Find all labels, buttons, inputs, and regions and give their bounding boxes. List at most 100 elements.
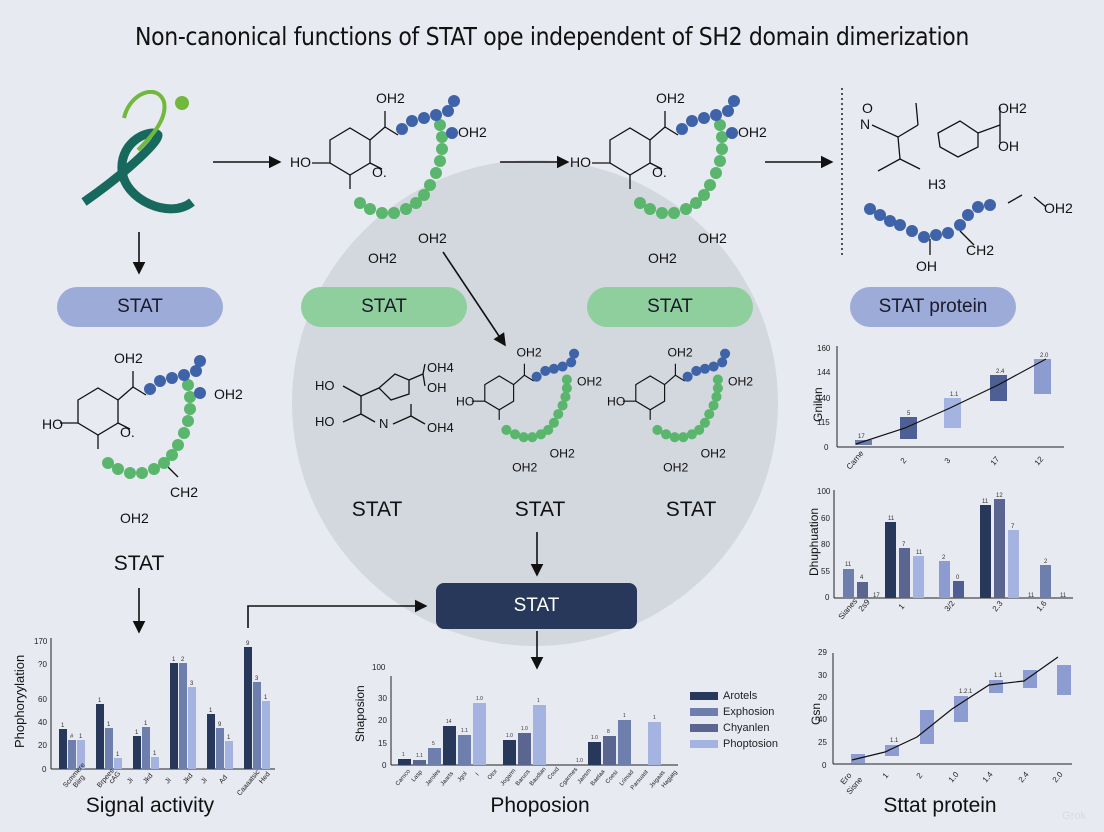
svg-text:30: 30	[378, 694, 387, 703]
svg-text:8: 8	[607, 729, 610, 735]
label-oh2-right: OH2	[458, 124, 487, 140]
label-h3: H3	[928, 176, 946, 192]
svg-text:9: 9	[218, 722, 222, 728]
molecule-circle-2: OH2 OH2 HO OH2 OH2	[607, 346, 753, 475]
label-oh2-bottom: OH2	[120, 510, 149, 526]
y-axis-label: Gsn	[809, 703, 823, 725]
label-oh2-bottom: OH2	[663, 461, 688, 475]
label-n: N	[379, 416, 388, 431]
svg-text:1: 1	[61, 723, 65, 729]
svg-text:9: 9	[246, 641, 250, 647]
svg-text:0: 0	[825, 593, 830, 602]
svg-text:1: 1	[537, 698, 540, 704]
svg-text:11: 11	[1060, 593, 1067, 599]
label-ho: HO	[570, 154, 591, 170]
label-oh2-top: OH2	[998, 100, 1027, 116]
ribbon-icon	[81, 90, 195, 214]
svg-text:Coesi: Coesi	[605, 770, 619, 786]
svg-text:170: 170	[34, 637, 48, 646]
svg-text:Carnco: Carnco	[395, 768, 412, 787]
svg-text:1.1: 1.1	[416, 753, 423, 759]
svg-text:11: 11	[916, 550, 923, 556]
circle-stat-label-2: STAT	[514, 498, 566, 521]
svg-text:14: 14	[446, 719, 452, 725]
svg-text:30: 30	[818, 671, 827, 680]
svg-text:Jkd: Jkd	[182, 772, 194, 785]
svg-text:2s9: 2s9	[857, 597, 873, 613]
page-title: Non-canonical functions of STAT ope inde…	[135, 22, 969, 51]
svg-text:0: 0	[42, 765, 47, 774]
svg-text:Ad: Ad	[218, 774, 229, 785]
svg-text:Lasp: Lasp	[411, 769, 424, 783]
svg-text:12: 12	[1033, 454, 1046, 467]
svg-text:1: 1	[98, 698, 102, 704]
label-oh2-chain: OH2	[1044, 200, 1073, 216]
legend-item-arotels: Arotels	[690, 688, 778, 704]
svg-text:Jaroles: Jaroles	[425, 769, 442, 788]
svg-text:1: 1	[116, 752, 120, 758]
svg-text:40: 40	[818, 715, 827, 724]
svg-text:1.0: 1.0	[506, 733, 513, 739]
svg-text:I: I	[475, 772, 481, 777]
watermark: Grok	[1062, 810, 1086, 822]
svg-text:0: 0	[824, 443, 829, 452]
label-ho: HO	[42, 416, 63, 432]
svg-text:160: 160	[817, 344, 831, 353]
chart-gnilnn: 160 144 140 115 0 Gnilnn 17 5 1.1 2.4 2.0 Carne 2…	[811, 344, 1064, 471]
label-ho-2: HO	[315, 414, 335, 429]
svg-text:144: 144	[817, 368, 831, 377]
legend-item-chyanlen: Chyanlen	[690, 720, 778, 736]
svg-text:17: 17	[858, 434, 865, 440]
molecule-left: OH2 OH2 HO O. OH2 CH2	[42, 350, 243, 526]
svg-text:1.0: 1.0	[521, 726, 528, 732]
svg-text:2: 2	[181, 657, 185, 663]
svg-text:1.1: 1.1	[461, 728, 468, 734]
label-o: O.	[652, 164, 667, 180]
label-ho: HO	[607, 394, 625, 408]
svg-text:1.6: 1.6	[1035, 599, 1049, 614]
svg-text:#: #	[70, 734, 74, 740]
svg-text:1.1: 1.1	[950, 392, 959, 398]
stat-pill-1: STAT	[57, 287, 223, 327]
circle-stat-label-1: STAT	[351, 498, 403, 521]
left-stat-label: STAT	[113, 552, 165, 575]
svg-text:Jkd: Jkd	[142, 772, 154, 785]
chart-phoposion: 100 30 20 15 0 Shaposion 1 1.1 5 14 1.1 1.0 1.0 1.…	[353, 663, 679, 790]
svg-text:4: 4	[860, 575, 864, 581]
stat-pill-3: STAT	[587, 287, 753, 327]
svg-text:2.4: 2.4	[996, 369, 1005, 375]
y-axis-label: Gnilnn	[811, 387, 825, 422]
svg-text:25: 25	[818, 738, 827, 747]
svg-text:Jgol: Jgol	[457, 771, 469, 783]
central-stat-box: STAT	[436, 583, 637, 629]
svg-text:Ji: Ji	[164, 777, 173, 786]
svg-text:140: 140	[817, 394, 831, 403]
svg-text:0: 0	[956, 575, 960, 581]
label-o: O.	[120, 424, 135, 440]
svg-text:29: 29	[818, 648, 827, 657]
svg-text:40: 40	[38, 718, 47, 727]
svg-text:Baelaa: Baelaa	[590, 769, 607, 788]
svg-text:60: 60	[821, 514, 830, 523]
label-oh2-top: OH2	[376, 90, 405, 106]
label-oh2-top: OH2	[667, 346, 692, 360]
svg-text:0: 0	[822, 761, 827, 770]
svg-text:1.0: 1.0	[476, 696, 483, 702]
label-o-nitro: O	[862, 100, 873, 116]
svg-text:1.0: 1.0	[591, 735, 598, 741]
svg-text:17: 17	[873, 593, 880, 599]
svg-text:1.1: 1.1	[994, 673, 1003, 679]
svg-text:12: 12	[996, 493, 1003, 499]
label-ch2: CH2	[966, 242, 994, 258]
svg-text:2.0: 2.0	[1051, 770, 1065, 785]
label-oh2-bottom-right: OH2	[550, 446, 575, 460]
chart-legend: Arotels Exphosion Chyanlen Phoptosion	[690, 688, 778, 752]
circle-stat-label-3: STAT	[665, 498, 717, 521]
svg-text:80: 80	[821, 540, 830, 549]
label-oh2-top: OH2	[114, 350, 143, 366]
label-oh2-top: OH2	[656, 90, 685, 106]
svg-text:2.0: 2.0	[1040, 353, 1049, 359]
svg-text:Jaarts: Jaarts	[440, 771, 455, 787]
